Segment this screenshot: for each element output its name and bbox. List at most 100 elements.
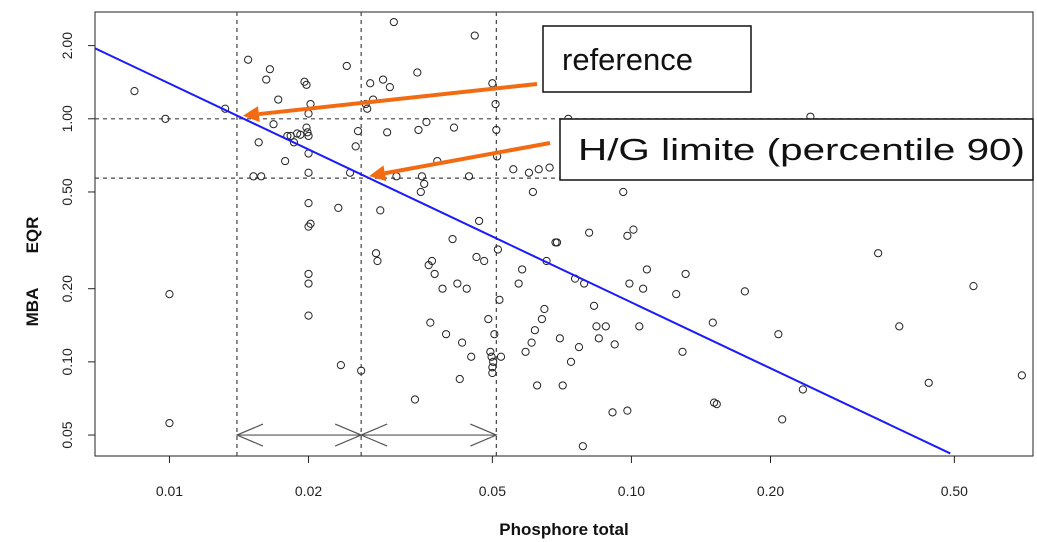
data-point <box>672 290 681 299</box>
data-point <box>493 245 503 254</box>
data-point <box>484 314 493 324</box>
data-point <box>740 287 749 296</box>
data-point <box>623 406 632 415</box>
data-point <box>161 114 170 123</box>
regression-line <box>95 47 951 455</box>
reference-arrow-shaft <box>258 82 538 117</box>
data-point <box>778 415 787 424</box>
data-point <box>623 231 632 240</box>
hg-limit-arrow-head <box>369 165 387 182</box>
data-point <box>389 17 398 27</box>
data-point <box>373 256 382 266</box>
data-point <box>302 123 311 132</box>
x-tick-label: 0.10 <box>618 483 645 499</box>
data-point <box>376 206 385 215</box>
data-point <box>480 256 489 266</box>
data-point <box>426 318 435 327</box>
data-point <box>334 203 343 212</box>
data-point <box>457 338 467 347</box>
reference-guide-lines <box>95 12 1033 456</box>
data-point <box>492 125 501 135</box>
range-arrowhead-left <box>235 423 264 447</box>
data-point <box>488 79 497 88</box>
data-point <box>578 442 587 451</box>
data-point <box>351 142 360 151</box>
regression-line-group <box>95 47 951 455</box>
data-point <box>534 165 543 174</box>
data-point <box>336 360 345 370</box>
x-tick-label: 0.05 <box>479 483 506 499</box>
data-point <box>383 128 392 137</box>
data-point <box>585 228 594 237</box>
hg-limit-callout-text: H/G limite (percentile 90) <box>578 132 1025 167</box>
hg-limit-callout: H/G limite (percentile 90) <box>559 118 1034 181</box>
data-point <box>558 381 567 390</box>
data-point <box>509 165 518 174</box>
data-point <box>455 374 464 384</box>
data-point <box>486 347 495 356</box>
data-point <box>1017 371 1026 380</box>
data-point <box>629 225 638 234</box>
data-point <box>514 279 523 288</box>
data-point <box>491 99 500 109</box>
data-point <box>378 75 388 84</box>
data-point <box>269 120 278 129</box>
data-point <box>530 326 539 335</box>
data-point <box>414 125 423 135</box>
data-point <box>462 284 471 293</box>
data-point <box>304 279 313 288</box>
y-axis-title-eqr: EQR <box>23 217 42 254</box>
data-point <box>474 216 484 226</box>
reference-callout: reference <box>542 25 752 93</box>
data-point <box>410 395 420 404</box>
reference-callout-text: reference <box>562 42 693 77</box>
data-point <box>470 31 479 40</box>
data-point <box>353 126 363 136</box>
data-point <box>464 172 474 181</box>
data-point <box>363 104 372 113</box>
data-point <box>304 198 313 208</box>
data-point <box>467 352 476 361</box>
data-point <box>392 172 401 181</box>
data-point <box>304 311 313 320</box>
data-point <box>289 138 299 147</box>
data-point <box>619 187 628 197</box>
y-tick-label: 0.50 <box>59 178 75 205</box>
y-tick-label: 0.10 <box>59 348 75 375</box>
data-point <box>304 109 313 118</box>
data-point <box>635 322 644 331</box>
y-axis: 0.05 0.10 0.20 0.50 1.00 2.00 <box>59 32 95 449</box>
data-point <box>448 234 457 244</box>
data-point <box>249 172 258 181</box>
data-point <box>610 340 619 349</box>
data-point <box>304 131 313 141</box>
data-point <box>422 117 431 127</box>
data-point <box>708 318 717 327</box>
data-point <box>304 168 313 177</box>
data-point <box>254 138 263 147</box>
data-point <box>592 322 601 331</box>
range-arrows <box>235 423 498 447</box>
y-tick-label: 0.05 <box>59 421 75 448</box>
data-point <box>165 290 174 299</box>
data-point <box>533 381 542 390</box>
data-point <box>302 80 311 89</box>
data-point <box>487 352 496 361</box>
data-point <box>296 130 305 139</box>
data-point <box>438 284 447 293</box>
data-point <box>427 256 437 266</box>
data-point <box>489 357 498 366</box>
data-point <box>357 366 366 375</box>
data-point <box>608 408 617 417</box>
data-point <box>371 249 381 258</box>
data-point <box>490 330 499 339</box>
range-arrowhead-right <box>470 423 498 447</box>
data-point <box>601 322 610 331</box>
data-point <box>244 55 253 64</box>
data-point <box>130 86 139 96</box>
data-point <box>472 252 481 262</box>
x-tick-label: 0.01 <box>156 483 183 499</box>
plot-frame <box>94 11 1034 457</box>
reference-callout-box <box>542 25 752 93</box>
